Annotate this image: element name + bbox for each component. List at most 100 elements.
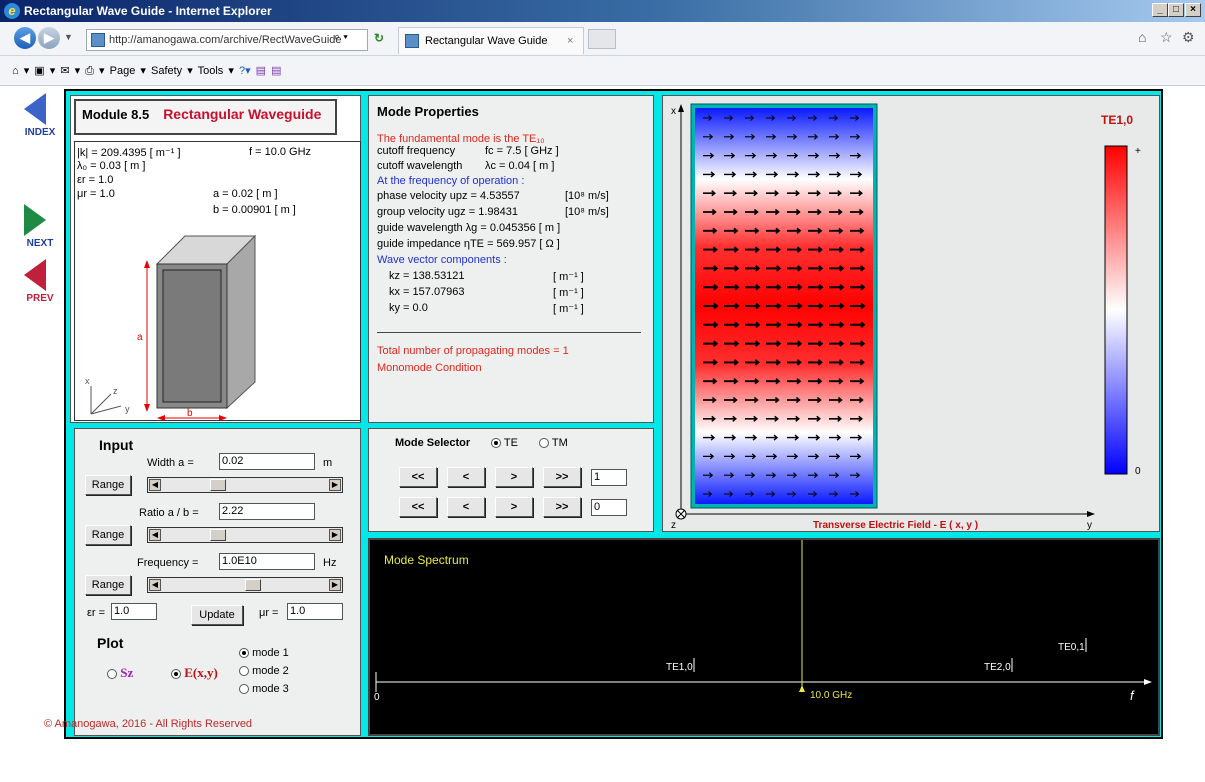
history-dropdown-icon[interactable]: ▼ [64, 32, 73, 42]
ratio-slider[interactable]: ◀ ▶ [147, 527, 343, 543]
next-arrow-icon[interactable] [24, 204, 46, 236]
new-tab-button[interactable] [588, 29, 616, 49]
window-titlebar: Rectangular Wave Guide - Internet Explor… [0, 0, 1205, 22]
exy-radio[interactable]: E(x,y) [171, 665, 218, 681]
frequency-marker: 10.0 GHz [810, 690, 852, 701]
favorites-star-icon[interactable]: ☆ [1160, 29, 1173, 45]
sz-radio[interactable]: Sz [107, 665, 133, 681]
home-cmd-icon[interactable]: ⌂ ▾ [12, 65, 30, 77]
field-arrow [787, 152, 799, 159]
address-bar[interactable]: http://amanogawa.com/archive/RectWaveGui… [86, 29, 368, 51]
te10-marker: TE1,0 [666, 662, 693, 673]
m-increase-button[interactable]: > [495, 467, 533, 487]
n-increase-fast-button[interactable]: >> [543, 497, 581, 517]
safety-menu[interactable]: Safety ▾ [151, 65, 193, 77]
width-slider[interactable]: ◀ ▶ [147, 477, 343, 493]
help-icon[interactable]: ?▾ [238, 65, 251, 77]
field-arrow [703, 246, 718, 253]
print-icon[interactable]: ⎙ ▾ [85, 65, 105, 77]
settings-gear-icon[interactable]: ⚙ [1182, 29, 1195, 45]
mode2-radio[interactable]: mode 2 [239, 665, 289, 677]
field-arrow [787, 415, 800, 422]
m-increase-fast-button[interactable]: >> [543, 467, 581, 487]
mu-input[interactable]: 1.0 [287, 603, 343, 620]
forward-icon[interactable]: ▶ [38, 27, 60, 49]
prev-arrow-icon[interactable] [24, 259, 46, 291]
te01-marker: TE0,1 [1058, 642, 1085, 653]
n-index-field[interactable]: 0 [591, 499, 627, 516]
tab-close-icon[interactable]: × [567, 35, 574, 47]
feeds-icon[interactable]: ▣ ▾ [34, 65, 56, 77]
slider-thumb[interactable] [244, 579, 261, 591]
n-decrease-button[interactable]: < [447, 497, 485, 517]
field-arrow [808, 453, 820, 460]
dim-b-label: b [187, 408, 193, 419]
field-arrow [766, 302, 782, 310]
te-radio[interactable]: TE [491, 437, 518, 449]
n-increase-button[interactable]: > [495, 497, 533, 517]
ratio-range-button[interactable]: Range [85, 525, 131, 545]
mode3-radio[interactable]: mode 3 [239, 683, 289, 695]
ky-value: ky = 0.0 [389, 302, 428, 314]
side-navigation: INDEX NEXT PREV [18, 93, 62, 334]
field-arrow [808, 190, 821, 197]
field-arrow [808, 133, 819, 140]
m-index-field[interactable]: 1 [591, 469, 627, 486]
back-icon[interactable]: ◀ [14, 27, 36, 49]
tm-radio[interactable]: TM [539, 437, 568, 449]
field-arrow [703, 434, 716, 441]
m-decrease-button[interactable]: < [447, 467, 485, 487]
prev-link[interactable]: PREV [26, 293, 54, 304]
browser-tab[interactable]: Rectangular Wave Guide × [398, 27, 584, 54]
spectrum-plot: Mode Spectrum 0 f 10.0 GHz TE1,0 TE2,0 T… [374, 540, 1152, 703]
field-arrow [829, 453, 841, 460]
field-arrow [766, 152, 778, 159]
frequency-range-button[interactable]: Range [85, 575, 131, 595]
page-menu[interactable]: Page ▾ [109, 65, 146, 77]
eps-input[interactable]: 1.0 [111, 603, 157, 620]
slider-thumb[interactable] [210, 529, 226, 541]
ratio-input[interactable]: 2.22 [219, 503, 315, 520]
ratio-label: Ratio a / b = [139, 507, 199, 519]
frequency-input[interactable]: 1.0E10 [219, 553, 315, 570]
width-input[interactable]: 0.02 [219, 453, 315, 470]
close-icon[interactable]: × [1185, 3, 1201, 17]
field-arrow [703, 453, 715, 460]
field-axis-z: z [671, 520, 676, 531]
field-arrow [703, 190, 716, 197]
frequency-slider[interactable]: ◀ ▶ [147, 577, 343, 593]
field-arrow [745, 472, 756, 479]
index-arrow-icon[interactable] [24, 93, 46, 125]
n-decrease-fast-button[interactable]: << [399, 497, 437, 517]
field-arrow [745, 340, 761, 347]
slider-thumb[interactable] [210, 479, 226, 491]
browser-navbar: ◀ ▶ ▼ http://amanogawa.com/archive/RectW… [0, 22, 1205, 56]
field-arrow [745, 321, 761, 329]
research-icon[interactable]: ▤ ▤ [255, 65, 282, 77]
module-number: Module 8.5 [82, 107, 150, 122]
next-link[interactable]: NEXT [26, 238, 54, 249]
dim-a-label: a [137, 332, 143, 343]
at-frequency: At the frequency of operation : [377, 175, 525, 187]
tools-menu[interactable]: Tools ▾ [197, 65, 234, 77]
index-link[interactable]: INDEX [24, 127, 56, 138]
field-mode-label: TE1,0 [1101, 113, 1133, 127]
tab-title: Rectangular Wave Guide [425, 35, 548, 47]
footer-copyright: © Amanogawa, 2016 - All Rights Reserved [44, 718, 253, 730]
update-button[interactable]: Update [191, 605, 243, 625]
mail-icon[interactable]: ✉ ▾ [60, 65, 81, 77]
field-arrow [745, 378, 760, 385]
maximize-icon[interactable]: □ [1168, 3, 1184, 17]
field-arrow [724, 115, 734, 121]
mode1-radio[interactable]: mode 1 [239, 647, 289, 659]
field-arrow [829, 321, 845, 329]
phase-unit: [10⁸ m/s] [565, 190, 609, 202]
m-decrease-fast-button[interactable]: << [399, 467, 437, 487]
home-icon[interactable]: ⌂ [1138, 29, 1147, 45]
field-arrow [850, 227, 865, 234]
field-arrow [745, 133, 756, 140]
refresh-icon[interactable]: ↻ [374, 31, 385, 45]
search-icon[interactable]: ⌕ ▾ [334, 31, 348, 43]
width-range-button[interactable]: Range [85, 475, 131, 495]
minimize-icon[interactable]: _ [1152, 3, 1168, 17]
